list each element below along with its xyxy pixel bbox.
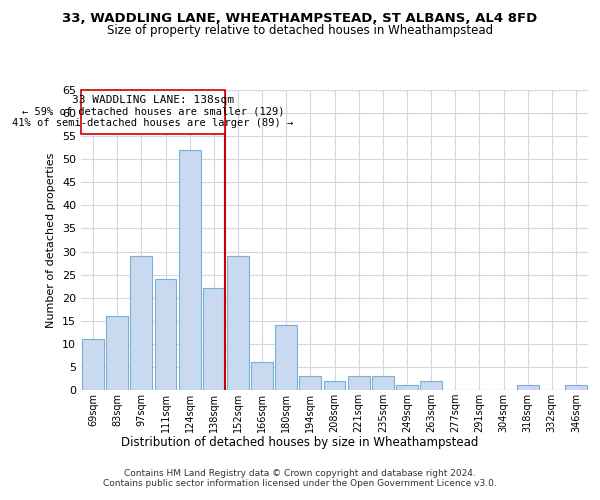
Bar xyxy=(227,256,249,390)
Text: Contains public sector information licensed under the Open Government Licence v3: Contains public sector information licen… xyxy=(103,480,497,488)
Bar xyxy=(203,288,224,390)
Bar xyxy=(323,381,346,390)
Bar xyxy=(130,256,152,390)
Bar xyxy=(565,386,587,390)
Text: 33, WADDLING LANE, WHEATHAMPSTEAD, ST ALBANS, AL4 8FD: 33, WADDLING LANE, WHEATHAMPSTEAD, ST AL… xyxy=(62,12,538,26)
Text: Distribution of detached houses by size in Wheathampstead: Distribution of detached houses by size … xyxy=(121,436,479,449)
Bar xyxy=(299,376,321,390)
Bar xyxy=(155,279,176,390)
Bar xyxy=(81,90,224,134)
Bar xyxy=(251,362,273,390)
Bar xyxy=(348,376,370,390)
Text: 33 WADDLING LANE: 138sqm: 33 WADDLING LANE: 138sqm xyxy=(72,94,234,104)
Bar xyxy=(179,150,200,390)
Bar xyxy=(396,386,418,390)
Bar xyxy=(517,386,539,390)
Y-axis label: Number of detached properties: Number of detached properties xyxy=(46,152,56,328)
Bar xyxy=(275,326,297,390)
Bar xyxy=(82,339,104,390)
Text: 41% of semi-detached houses are larger (89) →: 41% of semi-detached houses are larger (… xyxy=(12,118,293,128)
Bar xyxy=(420,381,442,390)
Text: Contains HM Land Registry data © Crown copyright and database right 2024.: Contains HM Land Registry data © Crown c… xyxy=(124,470,476,478)
Text: Size of property relative to detached houses in Wheathampstead: Size of property relative to detached ho… xyxy=(107,24,493,37)
Bar xyxy=(106,316,128,390)
Bar xyxy=(372,376,394,390)
Text: ← 59% of detached houses are smaller (129): ← 59% of detached houses are smaller (12… xyxy=(22,106,284,116)
